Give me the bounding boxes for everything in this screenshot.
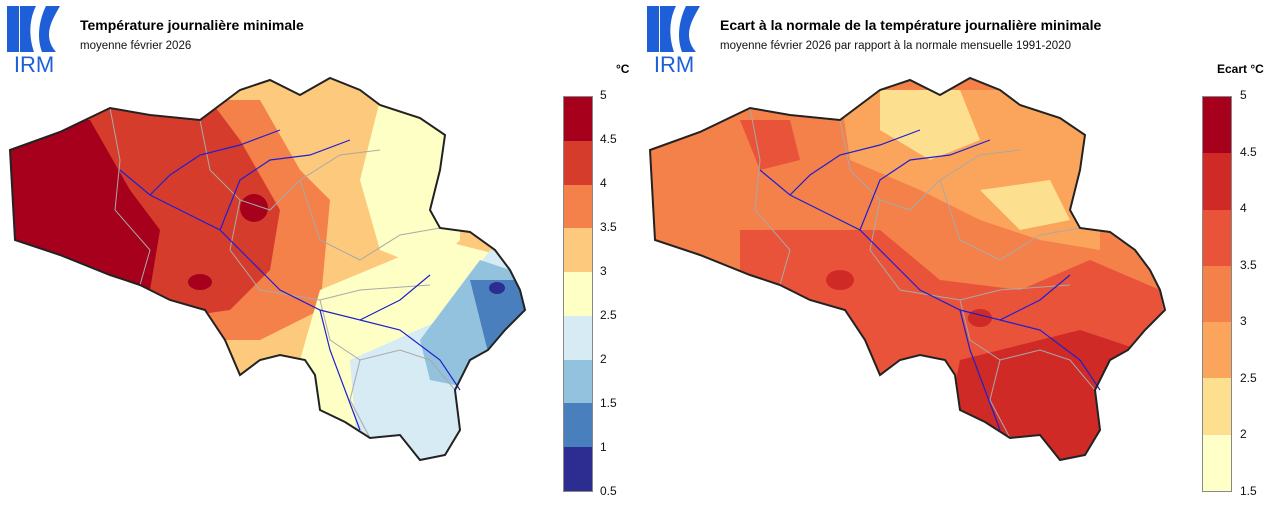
logo-bar-left: [7, 6, 19, 52]
anomaly-fill: [650, 78, 1165, 460]
irm-logo: IRM: [647, 6, 700, 74]
legend-tick-label: 1.5: [600, 396, 617, 410]
legend-band: [1203, 209, 1231, 266]
logo-text: IRM: [14, 52, 54, 74]
legend-tick-label: 1: [600, 440, 607, 454]
legend-band: [564, 447, 592, 492]
logo-wave-right: [679, 6, 700, 52]
legend-tick-label: 5: [600, 88, 607, 102]
irm-logo: IRM: [7, 6, 60, 74]
legend-band: [1203, 378, 1231, 435]
rivers: [119, 129, 461, 431]
left-map-panel: IRM Température journalière minimale moy…: [7, 6, 630, 498]
legend-tick-label: 4.5: [1240, 144, 1257, 159]
belgium-temperature-map: [8, 76, 527, 462]
country-border: [648, 76, 1167, 462]
legend-tick-label: 2: [600, 352, 607, 366]
map-subtitle: moyenne février 2026 par rapport à la no…: [720, 40, 1071, 52]
legend-band: [1203, 434, 1231, 491]
legend-unit: °C: [616, 62, 630, 76]
rivers: [759, 129, 1101, 431]
logo-wave-left: [20, 6, 36, 52]
legend-tick-label: 3: [1240, 314, 1247, 329]
map-title: Ecart à la normale de la température jou…: [720, 17, 1102, 33]
legend-band: [564, 184, 592, 229]
legend-tick-label: 4: [1240, 201, 1247, 216]
legend-band: [1203, 97, 1231, 154]
legend-band: [1203, 153, 1231, 210]
legend-band: [564, 359, 592, 404]
logo-wave-left: [660, 6, 676, 52]
logo-text: IRM: [654, 52, 694, 74]
legend-tick-label: 4: [600, 176, 607, 190]
legend-tick-label: 2.5: [1240, 370, 1257, 385]
legend-tick-label: 0.5: [600, 484, 617, 498]
color-legend: [563, 96, 593, 492]
logo-wave-right: [39, 6, 60, 52]
logo-bar-left: [647, 6, 659, 52]
country-border: [8, 76, 527, 462]
legend-unit: Ecart °C: [1217, 62, 1264, 76]
legend-tick-label: 3.5: [600, 220, 617, 234]
legend-band: [564, 228, 592, 273]
color-legend: [1202, 96, 1232, 492]
legend-tick-label: 4.5: [600, 132, 617, 146]
legend-tick-label: 3: [600, 264, 607, 278]
temperature-fill: [10, 78, 525, 460]
legend-band: [564, 140, 592, 185]
legend-band: [564, 315, 592, 360]
legend-tick-label: 2.5: [600, 308, 617, 322]
legend-band: [1203, 322, 1231, 379]
legend-tick-label: 2: [1240, 427, 1247, 442]
legend-band: [564, 97, 592, 141]
legend-band: [564, 272, 592, 316]
belgium-anomaly-map: [648, 76, 1167, 462]
map-subtitle: moyenne février 2026: [80, 40, 192, 52]
legend-band: [564, 403, 592, 448]
legend-band: [1203, 265, 1231, 323]
right-map-panel: IRM Ecart à la normale de la température…: [640, 0, 1280, 507]
legend-tick-label: 1.5: [1240, 484, 1257, 498]
legend-tick-label: 5: [1240, 88, 1247, 102]
legend-tick-label: 3.5: [1240, 257, 1257, 272]
map-title: Température journalière minimale: [80, 17, 304, 33]
